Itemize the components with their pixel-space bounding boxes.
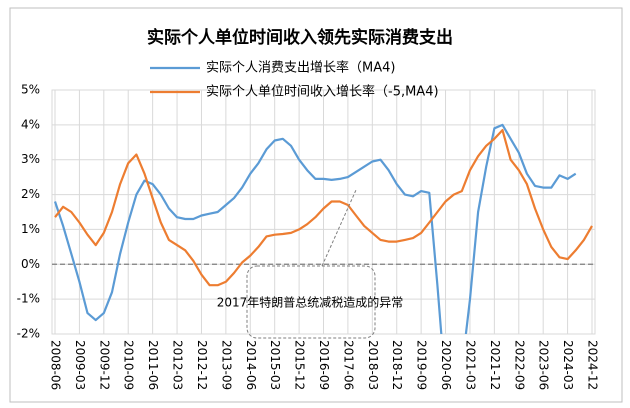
annotation-box (246, 265, 376, 339)
y-tick-label: 4% (21, 117, 40, 131)
x-tick-label: 2009-03 (73, 340, 87, 390)
x-tick-label: 2018-03 (366, 340, 380, 390)
chart-frame (9, 7, 623, 403)
x-tick-label: 2017-06 (341, 340, 355, 390)
x-tick-label: 2015-03 (268, 340, 282, 390)
legend-label: 实际个人单位时间收入增长率（-5,MA4) (206, 84, 439, 100)
y-tick-label: -1% (17, 292, 40, 306)
x-tick-label: 2018-12 (390, 340, 404, 390)
y-tick-label: -2% (17, 327, 40, 341)
y-tick-label: 0% (21, 257, 40, 271)
series-line (54, 129, 593, 287)
y-tick-label: 2% (21, 187, 40, 201)
x-tick-label: 2019-09 (415, 340, 429, 390)
annotation-pointer (321, 189, 357, 267)
x-tick-label: 2016-09 (317, 340, 331, 390)
x-tick-label: 2021-03 (463, 340, 477, 390)
x-tick-label: 2009-12 (97, 340, 111, 390)
series-line (53, 123, 577, 334)
y-tick-label: 3% (21, 152, 40, 166)
x-tick-label: 2014-06 (244, 340, 258, 390)
annotation-text: 2017年特朗普总统减税造成的异常 (217, 295, 404, 310)
y-tick-label: 1% (21, 222, 40, 236)
plot-border (51, 89, 596, 335)
x-tick-label: 2012-12 (195, 340, 209, 390)
x-tick-label: 2013-09 (219, 340, 233, 390)
x-tick-label: 2020-06 (439, 340, 453, 390)
x-tick-label: 2023-06 (537, 340, 551, 390)
x-tick-label: 2010-09 (122, 340, 136, 390)
y-tick-label: 5% (21, 83, 40, 97)
x-tick-label: 2022-09 (512, 340, 526, 390)
x-tick-label: 2012-03 (171, 340, 185, 390)
x-tick-label: 2011-06 (146, 340, 160, 390)
x-tick-label: 2024-03 (561, 340, 575, 390)
x-tick-label: 2015-12 (293, 340, 307, 390)
x-tick-label: 2024-12 (586, 340, 600, 390)
legend-label: 实际个人消费支出增长率（MA4) (206, 60, 395, 76)
x-tick-label: 2021-12 (488, 340, 502, 390)
chart-title: 实际个人单位时间收入领先实际消费支出 (147, 27, 453, 48)
x-tick-label: 2008-06 (49, 340, 63, 390)
